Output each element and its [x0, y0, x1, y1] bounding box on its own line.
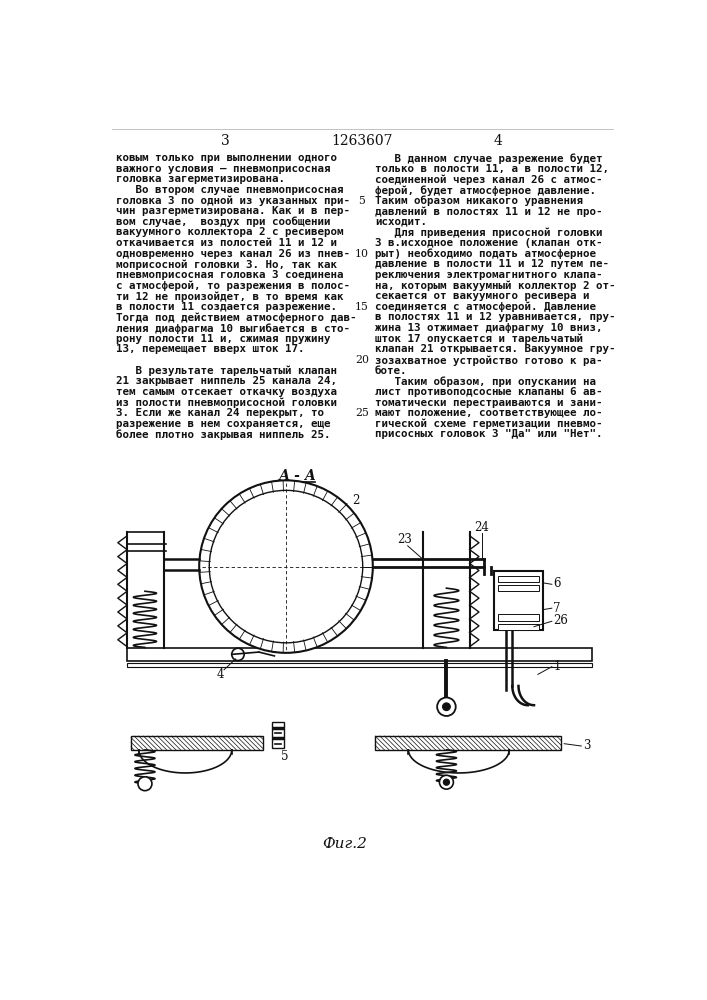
Circle shape	[209, 490, 363, 643]
Text: 3 в.исходное положение (клапан отк-: 3 в.исходное положение (клапан отк-	[375, 238, 602, 248]
Text: только в полости 11, а в полости 12,: только в полости 11, а в полости 12,	[375, 164, 609, 174]
Text: секается от вакуумного ресивера и: секается от вакуумного ресивера и	[375, 291, 590, 301]
Bar	[131, 736, 263, 750]
Text: жина 13 отжимает диафрагму 10 вниз,: жина 13 отжимает диафрагму 10 вниз,	[375, 323, 602, 333]
Text: исходит.: исходит.	[375, 217, 427, 227]
Circle shape	[232, 648, 244, 661]
Text: В данном случае разрежение будет: В данном случае разрежение будет	[375, 153, 602, 164]
Text: Для приведения присосной головки: Для приведения присосной головки	[375, 227, 602, 238]
Text: боте.: боте.	[375, 366, 408, 376]
Text: важного условия – пневмоприсосная: важного условия – пневмоприсосная	[115, 164, 330, 174]
Text: рону полости 11 и, сжимая пружину: рону полости 11 и, сжимая пружину	[115, 334, 330, 344]
Bar	[494, 571, 542, 630]
Text: 3: 3	[221, 134, 230, 148]
Text: в полости 11 создается разрежение.: в полости 11 создается разрежение.	[115, 302, 337, 312]
Text: в полостях 11 и 12 уравнивается, пру-: в полостях 11 и 12 уравнивается, пру-	[375, 312, 616, 322]
Bar	[127, 663, 592, 667]
Text: рыт) необходимо подать атмосферное: рыт) необходимо подать атмосферное	[375, 249, 596, 259]
Text: разрежение в нем сохраняется, еще: разрежение в нем сохраняется, еще	[115, 419, 330, 429]
Circle shape	[199, 480, 373, 653]
Text: ковым только при выполнении одного: ковым только при выполнении одного	[115, 153, 337, 163]
Circle shape	[443, 703, 450, 711]
Text: 25: 25	[355, 408, 369, 418]
Text: шток 17 опускается и тарельчатый: шток 17 опускается и тарельчатый	[375, 334, 583, 344]
Text: присосных головок 3 "Да" или "Нет".: присосных головок 3 "Да" или "Нет".	[375, 429, 602, 439]
Text: давлений в полостях 11 и 12 не про-: давлений в полостях 11 и 12 не про-	[375, 206, 602, 217]
Text: с атмосферой, то разрежения в полос-: с атмосферой, то разрежения в полос-	[115, 281, 349, 291]
Text: 5: 5	[358, 196, 366, 206]
Text: Фиг.2: Фиг.2	[322, 837, 366, 851]
Text: 20: 20	[355, 355, 369, 365]
Text: лист противоподсосные клапаны 6 ав-: лист противоподсосные клапаны 6 ав-	[375, 387, 602, 397]
Text: гической схеме герметизации пневмо-: гической схеме герметизации пневмо-	[375, 419, 602, 429]
Text: соединяется с атмосферой. Давление: соединяется с атмосферой. Давление	[375, 302, 596, 312]
Text: А - А: А - А	[279, 469, 317, 483]
Text: 5: 5	[281, 750, 288, 763]
Text: ти 12 не произойдет, в то время как: ти 12 не произойдет, в то время как	[115, 291, 343, 302]
Text: 23: 23	[397, 533, 412, 546]
Text: 24: 24	[474, 521, 489, 534]
Text: ферой, будет атмосферное давление.: ферой, будет атмосферное давление.	[375, 185, 596, 196]
Text: на, которым вакуумный коллектор 2 от-: на, которым вакуумный коллектор 2 от-	[375, 281, 616, 291]
Text: 21 закрывает ниппель 25 канала 24,: 21 закрывает ниппель 25 канала 24,	[115, 376, 337, 386]
Text: Тогда под действием атмосферного дав-: Тогда под действием атмосферного дав-	[115, 312, 356, 323]
Text: В результате тарельчатый клапан: В результате тарельчатый клапан	[115, 366, 337, 376]
Text: головка загерметизирована.: головка загерметизирована.	[115, 174, 284, 184]
Text: соединенной через канал 26 с атмос-: соединенной через канал 26 с атмос-	[375, 174, 602, 185]
Bar	[498, 585, 539, 591]
Text: зозахватное устройство готово к ра-: зозахватное устройство готово к ра-	[375, 355, 602, 366]
Text: 4: 4	[216, 668, 224, 681]
Text: чин разгерметизирована. Как и в пер-: чин разгерметизирована. Как и в пер-	[115, 206, 349, 216]
Text: пневмоприсосная головка 3 соединена: пневмоприсосная головка 3 соединена	[115, 270, 343, 280]
Circle shape	[443, 779, 450, 785]
Text: 4: 4	[493, 134, 502, 148]
Bar	[498, 624, 539, 630]
Text: Во втором случае пневмоприсосная: Во втором случае пневмоприсосная	[115, 185, 343, 195]
Text: вом случае,  воздух при сообщении: вом случае, воздух при сообщении	[115, 217, 330, 227]
Text: одновременно через канал 26 из пнев-: одновременно через канал 26 из пнев-	[115, 249, 349, 259]
Circle shape	[138, 777, 152, 791]
Text: 1263607: 1263607	[331, 134, 392, 148]
Text: 10: 10	[355, 249, 369, 259]
Bar	[498, 576, 539, 582]
Circle shape	[440, 775, 453, 789]
Text: откачивается из полостей 11 и 12 и: откачивается из полостей 11 и 12 и	[115, 238, 337, 248]
Text: ления диафрагма 10 выгибается в сто-: ления диафрагма 10 выгибается в сто-	[115, 323, 349, 334]
Text: 1: 1	[554, 660, 561, 673]
Text: из полости пневмоприсосной головки: из полости пневмоприсосной головки	[115, 398, 337, 408]
Text: 2: 2	[352, 494, 359, 507]
Text: давление в полости 11 и 12 путем пе-: давление в полости 11 и 12 путем пе-	[375, 259, 609, 269]
Bar	[375, 736, 561, 750]
Text: моприсосной головки 3. Но, так как: моприсосной головки 3. Но, так как	[115, 259, 337, 270]
Text: 7: 7	[554, 602, 561, 615]
Text: 3: 3	[583, 739, 590, 752]
Text: 15: 15	[355, 302, 369, 312]
Bar	[272, 722, 284, 748]
Text: мают положение, соответствующее ло-: мают положение, соответствующее ло-	[375, 408, 602, 418]
Text: более плотно закрывая ниппель 25.: более плотно закрывая ниппель 25.	[115, 429, 330, 440]
Text: Таким образом, при опускании на: Таким образом, при опускании на	[375, 376, 596, 387]
Text: реключения электромагнитного клапа-: реключения электромагнитного клапа-	[375, 270, 602, 280]
Text: Таким образом никакого уравнения: Таким образом никакого уравнения	[375, 196, 583, 206]
Text: вакуумного коллектора 2 с ресивером: вакуумного коллектора 2 с ресивером	[115, 227, 343, 237]
Text: 26: 26	[554, 614, 568, 627]
Text: 6: 6	[554, 577, 561, 590]
Bar	[498, 614, 539, 620]
Text: 13, перемещает вверх шток 17.: 13, перемещает вверх шток 17.	[115, 344, 304, 354]
Text: 3. Если же канал 24 перекрыт, то: 3. Если же канал 24 перекрыт, то	[115, 408, 324, 418]
Text: тем самым отсекает откачку воздуха: тем самым отсекает откачку воздуха	[115, 387, 337, 397]
Text: головка 3 по одной из указанных при-: головка 3 по одной из указанных при-	[115, 196, 349, 206]
Text: клапан 21 открывается. Вакуумное гру-: клапан 21 открывается. Вакуумное гру-	[375, 344, 616, 354]
Bar	[127, 648, 592, 661]
Circle shape	[437, 698, 456, 716]
Text: томатически перестраиваются и зани-: томатически перестраиваются и зани-	[375, 398, 602, 408]
